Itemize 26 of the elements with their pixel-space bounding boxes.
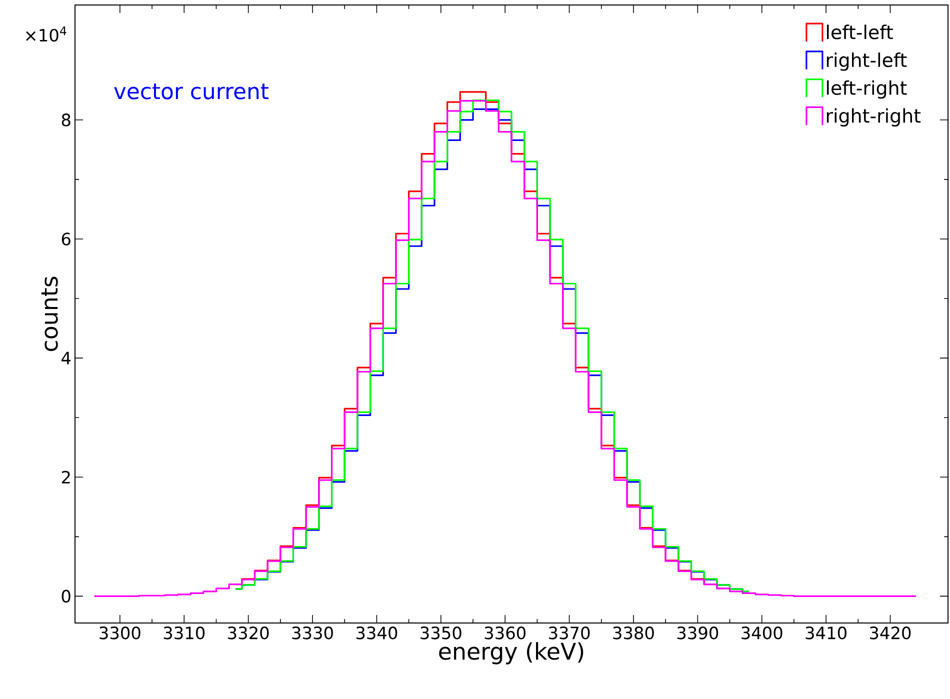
y-tick-label: 8 [62, 113, 70, 126]
x-tick-label: 3310 [164, 626, 205, 640]
x-tick-label: 3390 [677, 626, 718, 640]
x-axis-title: energy (keV) [439, 642, 584, 664]
x-tick-label: 3300 [100, 626, 140, 640]
text: ×10$^{4}$ [26, 26, 66, 42]
y-axis-title: counts [41, 276, 58, 352]
y-tick-label: 4 [62, 352, 71, 364]
x-tick-label: 3360 [484, 626, 526, 640]
legend-label: right-left [826, 52, 907, 71]
legend-label: left-left [827, 24, 893, 40]
x-tick-label: 3340 [356, 626, 398, 640]
x-tick-label: 3350 [420, 626, 462, 640]
annotation: vector current [114, 84, 268, 100]
y-tick-label: 0 [62, 590, 70, 603]
x-tick-label: 3370 [549, 626, 590, 640]
x-tick-label: 3400 [742, 626, 782, 640]
x-tick-label: 3320 [228, 626, 269, 640]
y-tick-label: 2 [62, 470, 70, 484]
y-tick-label: 6 [62, 232, 70, 246]
x-tick-label: 3420 [870, 626, 911, 640]
legend-label: left-right [827, 80, 907, 99]
x-tick-label: 3380 [613, 626, 654, 640]
x-tick-label: 3410 [806, 626, 846, 640]
x-tick-label: 3330 [292, 626, 333, 640]
legend-label: right-right [826, 108, 921, 127]
